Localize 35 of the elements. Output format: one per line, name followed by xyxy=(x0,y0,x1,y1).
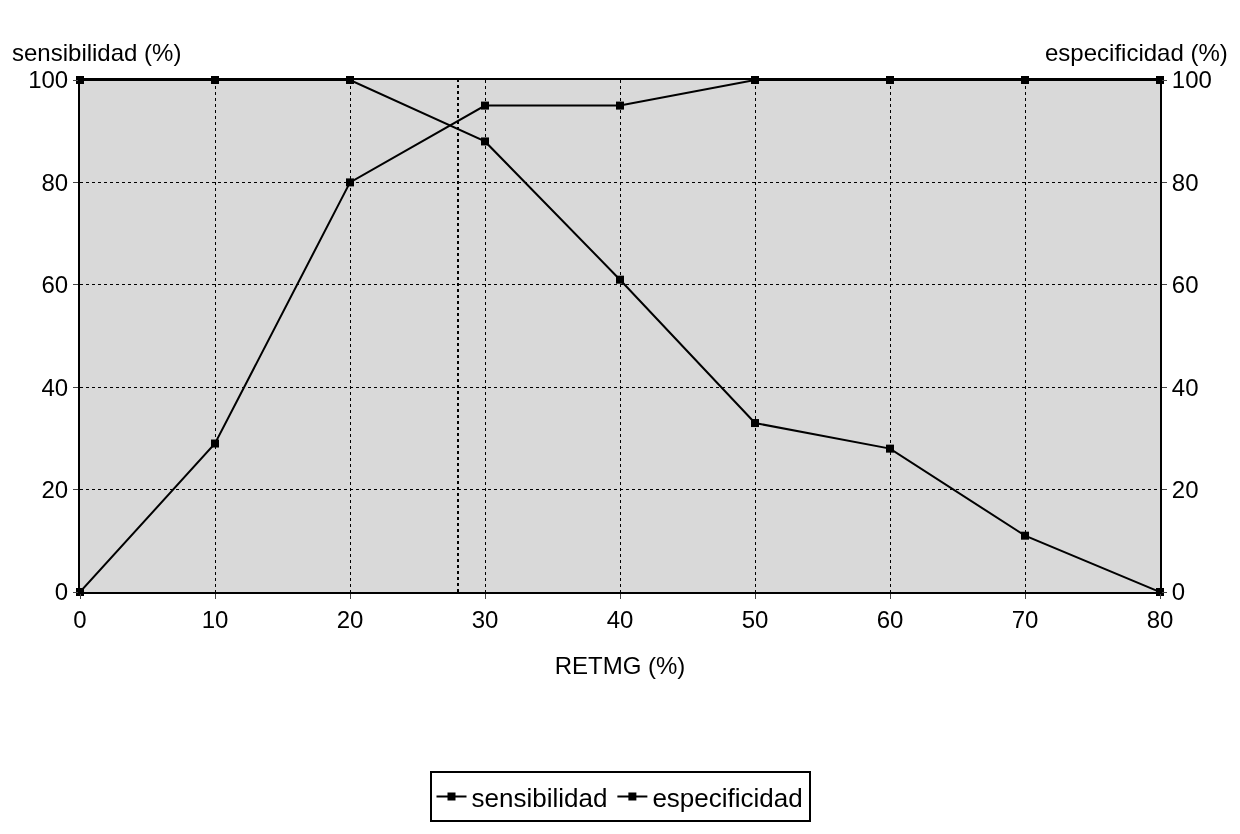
point xyxy=(751,419,759,428)
x-tick-label: 0 xyxy=(73,605,87,633)
point xyxy=(481,137,489,146)
x-tick-label: 30 xyxy=(471,605,499,633)
x-tick-label: 60 xyxy=(876,605,904,633)
point xyxy=(886,444,894,453)
y-tick-label: 0 xyxy=(54,578,69,606)
y-tick-label: 80 xyxy=(41,168,69,196)
point xyxy=(481,101,489,110)
point xyxy=(616,275,624,284)
y-tick-label: 20 xyxy=(41,476,69,503)
y2-axis-title: especificidad (%) xyxy=(1045,39,1228,66)
legend-label: sensibilidad xyxy=(471,782,608,813)
y2-tick-label: 0 xyxy=(1171,578,1186,606)
y2-tick-label: 40 xyxy=(1171,373,1199,401)
y-tick-label: 100 xyxy=(28,66,69,94)
y-tick-label: 60 xyxy=(41,271,69,299)
x-axis-title: RETMG (%) xyxy=(554,651,686,679)
x-tick-label: 20 xyxy=(336,605,364,633)
y2-tick-label: 20 xyxy=(1171,476,1199,503)
y2-tick-label: 60 xyxy=(1171,271,1199,299)
x-tick-label: 40 xyxy=(606,605,634,633)
x-tick-label: 70 xyxy=(1011,605,1039,633)
y2-tick-label: 80 xyxy=(1171,168,1199,196)
x-tick-label: 50 xyxy=(741,605,769,633)
x-tick-label: 80 xyxy=(1146,605,1174,633)
x-tick-label: 10 xyxy=(201,605,229,633)
point xyxy=(616,101,624,110)
point xyxy=(346,178,354,187)
point xyxy=(1021,531,1029,540)
point xyxy=(211,439,219,448)
y-tick-label: 40 xyxy=(41,373,69,401)
y2-tick-label: 100 xyxy=(1171,66,1212,94)
y-axis-title: sensibilidad (%) xyxy=(12,39,182,66)
legend-label: especificidad xyxy=(652,782,803,813)
